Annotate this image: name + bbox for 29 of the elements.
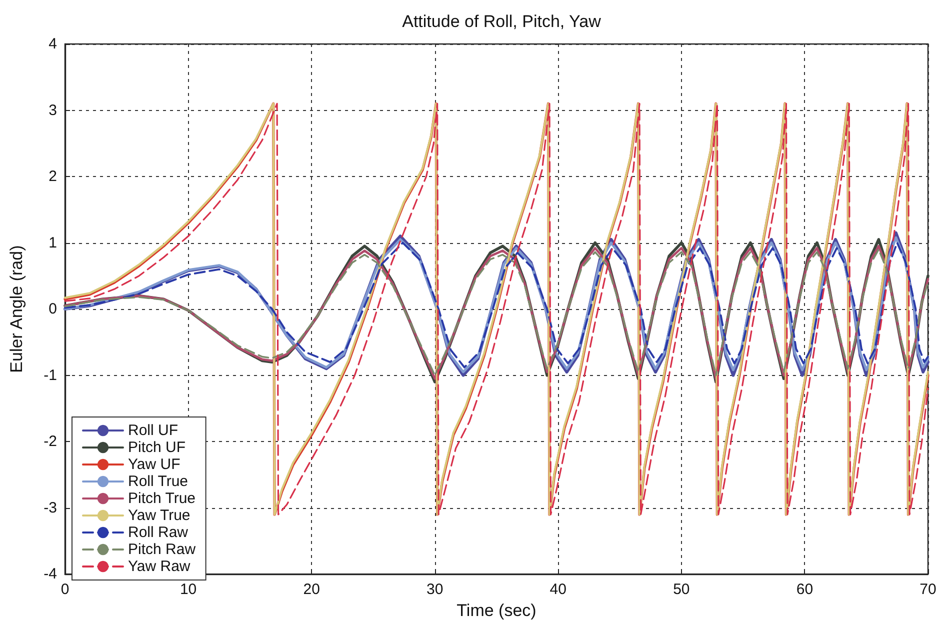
legend-label: Pitch UF bbox=[128, 439, 186, 456]
legend-label: Pitch True bbox=[128, 490, 196, 507]
y-tick-label: -2 bbox=[44, 433, 57, 450]
y-tick-label: -1 bbox=[44, 366, 57, 384]
y-tick-label: 3 bbox=[48, 102, 57, 119]
legend-label: Yaw Raw bbox=[128, 558, 190, 575]
legend-label: Roll True bbox=[128, 473, 188, 490]
y-tick-label: 0 bbox=[48, 300, 57, 318]
legend-label: Pitch Raw bbox=[128, 541, 196, 558]
x-tick-label: 50 bbox=[673, 581, 690, 598]
x-axis-title: Time (sec) bbox=[456, 601, 536, 620]
legend-label: Roll UF bbox=[128, 422, 178, 439]
x-tick-label: 40 bbox=[550, 581, 566, 598]
legend-label: Yaw True bbox=[128, 507, 190, 524]
y-tick-label: -3 bbox=[44, 499, 57, 516]
x-tick-label: 10 bbox=[180, 581, 197, 598]
x-tick-label: 60 bbox=[796, 581, 814, 598]
y-tick-label: 2 bbox=[48, 168, 57, 186]
y-tick-label: -4 bbox=[44, 566, 57, 583]
legend-label: Yaw UF bbox=[128, 456, 180, 473]
legend-label: Roll Raw bbox=[128, 524, 188, 541]
x-tick-label: 30 bbox=[426, 581, 444, 598]
y-tick-label: 1 bbox=[48, 234, 57, 252]
x-tick-label: 70 bbox=[920, 581, 936, 598]
y-tick-label: 4 bbox=[48, 36, 57, 52]
y-axis-title: Euler Angle (rad) bbox=[7, 245, 26, 373]
x-tick-label: 20 bbox=[303, 581, 320, 598]
chart-title: Attitude of Roll, Pitch, Yaw bbox=[402, 12, 602, 31]
x-tick-label: 0 bbox=[60, 581, 70, 598]
